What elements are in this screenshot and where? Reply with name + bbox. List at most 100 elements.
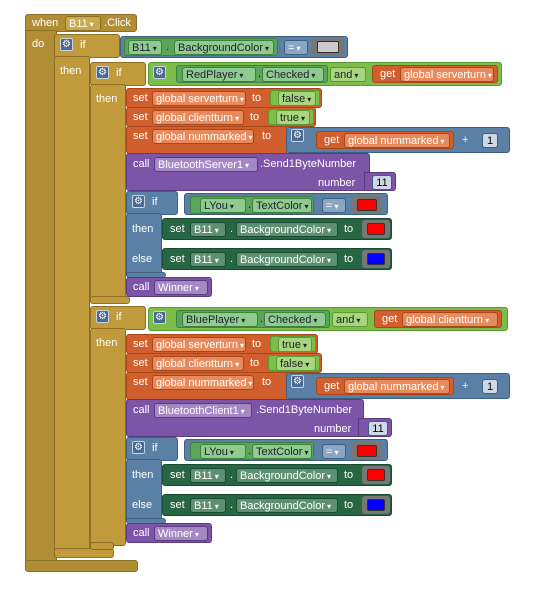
branch1-getter-property[interactable]: Checked ▾ [262,67,324,82]
branch2-getter-property[interactable]: Checked ▾ [264,312,326,327]
outer-getter-component-label: B11 [132,42,151,54]
dropdown-arrow-icon: ▾ [194,284,199,293]
to-label: to [344,253,354,265]
b1-add-get-var[interactable]: global nummarked ▾ [344,133,450,148]
gear-icon[interactable]: ⚙ [60,38,73,51]
b2-inner-compare-op[interactable]: = ▾ [322,444,346,459]
b1-inner-getter-property[interactable]: TextColor ▾ [252,198,312,213]
branch2-if-bottom [90,542,114,550]
branch1-get-var[interactable]: global serverturn ▾ [400,67,494,82]
branch1-if-bottom [90,296,130,304]
set-label: set [133,92,148,104]
b1-set1-var[interactable]: global serverturn ▾ [152,91,246,106]
dropdown-arrow-icon: ▾ [214,226,219,235]
dropdown-arrow-icon: ▾ [239,71,244,80]
dot: . [260,313,264,325]
get-label: get [324,380,340,392]
b2-set1-var[interactable]: global serverturn ▾ [152,337,246,352]
set-label: set [133,376,148,388]
dropdown-arrow-icon: ▾ [334,448,339,457]
b1-set2-var[interactable]: global clientturn ▾ [152,110,244,125]
b1-then-set-component[interactable]: B11 ▾ [190,222,226,237]
gear-icon[interactable]: ⚙ [132,195,145,208]
to-label: to [252,92,262,104]
branch2-getter-component[interactable]: BluePlayer ▾ [182,312,258,327]
set-label: set [170,499,185,511]
to-label: to [344,469,354,481]
dropdown-arrow-icon: ▾ [327,502,332,511]
outer-getter-component[interactable]: B11 ▾ [128,40,162,55]
branch2-get-var[interactable]: global clientturn ▾ [402,312,498,327]
b2-else-set-component[interactable]: B11 ▾ [190,498,226,513]
b1-add-number[interactable]: 1 [482,133,498,148]
b1-inner-getter-component[interactable]: LYou ▾ [200,198,246,213]
gear-icon[interactable]: ⚙ [153,66,166,79]
b1-call-winner-proc[interactable]: Winner ▾ [154,280,208,295]
dropdown-arrow-icon: ▾ [194,530,199,539]
b1-call1-method: .Send1ByteNumber [260,158,356,170]
gear-icon[interactable]: ⚙ [291,129,304,142]
b2-then-set-property[interactable]: BackgroundColor ▾ [236,468,338,483]
b2-call1-component[interactable]: BluetoothClient1 ▾ [154,403,252,418]
b2-set2-value[interactable]: false ▾ [276,356,316,371]
b2-add-number[interactable]: 1 [482,379,498,394]
b1-set1-value-label: false [282,93,306,105]
b2-else-set-property[interactable]: BackgroundColor ▾ [236,498,338,513]
dropdown-arrow-icon: ▾ [327,256,332,265]
b2-inner-getter-component[interactable]: LYou ▾ [200,444,246,459]
b1-else-set-component-label: B11 [194,254,213,266]
outer-getter-property[interactable]: BackgroundColor ▾ [174,40,274,55]
b1-add-get-var-label: global nummarked [348,135,439,147]
dropdown-arrow-icon: ▾ [241,316,246,325]
b1-inner-compare-op[interactable]: = ▾ [322,198,346,213]
b2-then-set-component[interactable]: B11 ▾ [190,468,226,483]
plus-label: + [462,134,469,146]
and-label: and [334,69,353,81]
event-block-bottom [25,560,138,572]
b1-call1-component[interactable]: BluetoothServer1 ▾ [154,157,258,172]
b2-set3-var[interactable]: global nummarked ▾ [152,375,254,390]
b2-set1-value[interactable]: true ▾ [278,337,312,352]
b2-call1-number[interactable]: 11 [368,421,388,436]
b1-set1-value[interactable]: false ▾ [278,91,316,106]
event-block-body [25,30,57,570]
set-label: set [133,338,148,350]
b1-set3-var[interactable]: global nummarked ▾ [152,129,254,144]
b1-then-set-property[interactable]: BackgroundColor ▾ [236,222,338,237]
event-name: .Click [104,17,131,29]
b2-call-winner-proc[interactable]: Winner ▾ [154,526,208,541]
get-label: get [380,68,396,80]
b2-inner-else-label: else [132,499,153,511]
outer-compare-op[interactable]: = ▾ [284,40,308,55]
gear-icon[interactable]: ⚙ [96,66,109,79]
do-label: do [32,38,45,50]
gear-icon[interactable]: ⚙ [132,441,145,454]
b1-else-set-property-label: BackgroundColor [240,254,325,266]
branch1-and-op[interactable]: and ▾ [330,67,366,82]
b1-set2-value[interactable]: true ▾ [276,110,310,125]
dropdown-arrow-icon: ▾ [229,448,234,457]
b1-else-set-component[interactable]: B11 ▾ [190,252,226,267]
b2-set2-var[interactable]: global clientturn ▾ [152,356,244,371]
b2-then-set-component-label: B11 [194,470,213,482]
b2-inner-getter-property[interactable]: TextColor ▾ [252,444,312,459]
set-label: set [133,357,148,369]
branch2-then-label: then [96,337,118,349]
to-label: to [262,376,272,388]
branch1-getter-component[interactable]: RedPlayer ▾ [182,67,256,82]
dropdown-arrow-icon: ▾ [152,44,157,53]
dropdown-arrow-icon: ▾ [304,202,309,211]
b1-call1-number[interactable]: 11 [372,175,392,190]
outer-then-label: then [60,65,82,77]
b1-else-set-property[interactable]: BackgroundColor ▾ [236,252,338,267]
gear-icon[interactable]: ⚙ [96,310,109,323]
b2-add-get-var[interactable]: global nummarked ▾ [344,379,450,394]
and-label: and [336,314,355,326]
branch2-if-label: if [116,311,122,323]
dropdown-arrow-icon: ▾ [214,256,219,265]
dropdown-arrow-icon: ▾ [334,202,339,211]
event-component-dropdown[interactable]: B11 ▾ [65,16,101,31]
gear-icon[interactable]: ⚙ [153,311,166,324]
gear-icon[interactable]: ⚙ [291,375,304,388]
branch2-and-op[interactable]: and ▾ [332,312,368,327]
